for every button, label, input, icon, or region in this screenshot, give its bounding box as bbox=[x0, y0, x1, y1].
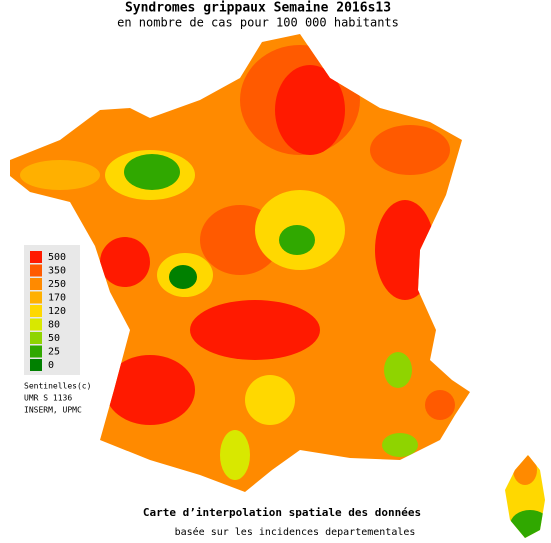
legend-label: 120 bbox=[48, 306, 66, 317]
legend-swatch bbox=[30, 332, 42, 344]
credit-line: INSERM, UPMC bbox=[24, 406, 82, 415]
legend-swatch bbox=[30, 291, 42, 304]
legend-label: 350 bbox=[48, 266, 66, 277]
footer-title: Carte d’interpolation spatiale des donné… bbox=[143, 506, 421, 519]
legend-label: 170 bbox=[48, 293, 66, 304]
legend-label: 0 bbox=[48, 360, 54, 371]
legend-swatch bbox=[30, 305, 42, 317]
legend-swatch bbox=[30, 264, 42, 277]
legend-swatch bbox=[30, 359, 42, 371]
legend-label: 25 bbox=[48, 347, 60, 358]
legend-label: 50 bbox=[48, 333, 60, 344]
legend-swatch bbox=[30, 318, 42, 331]
legend-swatch bbox=[30, 251, 42, 263]
legend-label: 80 bbox=[48, 320, 60, 331]
title: Syndromes grippaux Semaine 2016s13 bbox=[125, 1, 391, 16]
legend-swatch bbox=[30, 345, 42, 358]
legend-label: 500 bbox=[48, 252, 66, 263]
credit-line: Sentinelles(c) bbox=[24, 382, 91, 391]
credit-line: UMR S 1136 bbox=[24, 394, 72, 403]
credits: Sentinelles(c) UMR S 1136 INSERM, UPMC bbox=[24, 382, 91, 415]
legend-swatch bbox=[30, 278, 42, 290]
legend-label: 250 bbox=[48, 279, 66, 290]
footer-subtitle: basée sur les incidences departementales bbox=[175, 526, 416, 538]
corsica bbox=[505, 455, 545, 538]
subtitle: en nombre de cas pour 100 000 habitants bbox=[117, 16, 399, 30]
